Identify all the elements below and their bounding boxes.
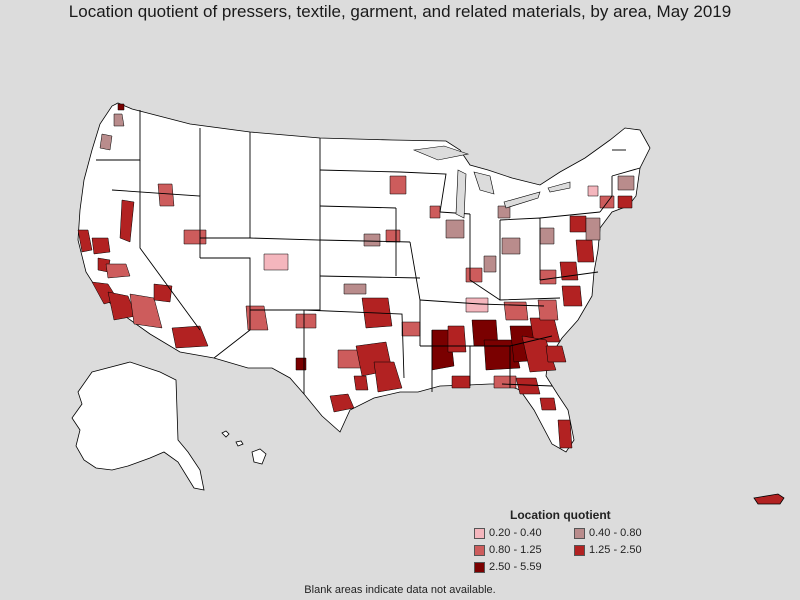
legend-label: 0.40 - 0.80	[589, 527, 642, 540]
legend-item-1-25-2-50: 1.25 - 2.50	[574, 544, 642, 557]
map-legend: Location quotient 0.20 - 0.40 0.40 - 0.8…	[474, 508, 674, 578]
legend-swatch	[574, 527, 585, 539]
legend-swatch	[474, 544, 485, 556]
legend-label: 0.80 - 1.25	[489, 544, 542, 557]
legend-swatch	[474, 561, 485, 573]
legend-label: 2.50 - 5.59	[489, 561, 542, 574]
legend-label: 0.20 - 0.40	[489, 527, 542, 540]
hawaii-islands	[221, 430, 267, 465]
legend-item-0-40-0-80: 0.40 - 0.80	[574, 527, 642, 540]
legend-item-0-80-1-25: 0.80 - 1.25	[474, 544, 542, 557]
legend-label: 1.25 - 2.50	[589, 544, 642, 557]
legend-title: Location quotient	[510, 508, 611, 522]
legend-swatch	[574, 544, 585, 556]
legend-item-0-20-0-40: 0.20 - 0.40	[474, 527, 542, 540]
footnote: Blank areas indicate data not available.	[304, 584, 496, 596]
great-lakes	[412, 145, 571, 219]
area-polygons	[77, 103, 635, 449]
map-title: Location quotient of pressers, textile, …	[68, 2, 732, 21]
state-borders	[96, 110, 641, 394]
alaska-land	[71, 361, 205, 491]
puerto-rico-land	[753, 493, 785, 505]
legend-item-2-50-5-59: 2.50 - 5.59	[474, 561, 542, 574]
legend-swatch	[474, 527, 485, 539]
